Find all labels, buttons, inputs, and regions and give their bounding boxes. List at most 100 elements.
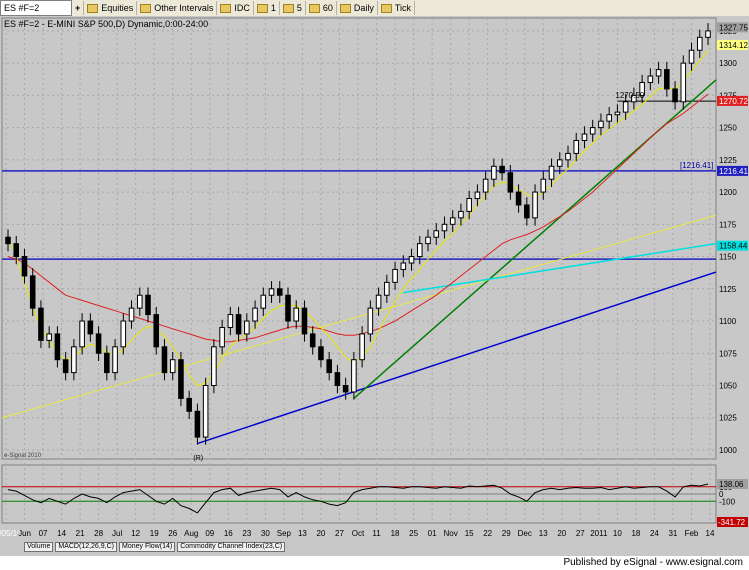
interval-tick[interactable]: Tick bbox=[378, 1, 416, 15]
panel-tabs: Volume MACD(12,26,9,C) Money Flow(14) Co… bbox=[24, 542, 287, 552]
candle-body bbox=[598, 120, 604, 129]
candle-body bbox=[631, 94, 637, 103]
time-tick-label: 11 bbox=[372, 529, 381, 538]
plus-button[interactable]: + bbox=[72, 1, 85, 15]
time-tick-label: 09 bbox=[205, 529, 214, 538]
candle-body bbox=[408, 256, 415, 264]
tab-money-flow[interactable]: Money Flow(14) bbox=[119, 542, 176, 552]
price-tick-label: 1200 bbox=[719, 188, 737, 197]
tab-volume[interactable]: Volume bbox=[24, 542, 54, 552]
candle-body bbox=[375, 294, 382, 309]
equities-menu[interactable]: Equities bbox=[84, 1, 138, 15]
interval-idc[interactable]: IDC bbox=[217, 1, 254, 15]
chart-title: ES #F=2 - E-MINI S&P 500,D) Dynamic,0:00… bbox=[4, 19, 208, 29]
equities-label: Equities bbox=[101, 3, 134, 13]
candle-body bbox=[532, 191, 538, 219]
yellow-trendline bbox=[1, 214, 717, 419]
other-intervals-menu[interactable]: Other Intervals bbox=[137, 1, 218, 15]
interval-5[interactable]: 5 bbox=[280, 1, 306, 15]
price-chart[interactable]: 1000102510501075110011251150117512001225… bbox=[0, 16, 749, 556]
candle-body bbox=[606, 114, 612, 122]
tab-cci[interactable]: Commodity Channel Index(23,C) bbox=[177, 542, 286, 552]
candle-body bbox=[696, 36, 703, 51]
candle-body bbox=[268, 288, 275, 296]
price-tick-label: 1175 bbox=[719, 220, 737, 229]
candle-body bbox=[639, 81, 645, 96]
candle-body bbox=[499, 165, 505, 174]
time-tick-label: 12 bbox=[131, 529, 140, 538]
time-tick-label: 14 bbox=[706, 529, 715, 538]
price-tick-label: 1225 bbox=[719, 156, 737, 165]
candle-body bbox=[351, 359, 357, 393]
candle-body bbox=[260, 294, 267, 309]
time-tick-label: 27 bbox=[576, 529, 585, 538]
cci-tick-label: -100 bbox=[719, 497, 736, 506]
price-flag bbox=[717, 22, 748, 33]
cci-min-flag bbox=[717, 517, 748, 527]
candle-body bbox=[326, 359, 332, 374]
folder-icon bbox=[308, 3, 320, 13]
folder-icon bbox=[220, 3, 232, 13]
candle-body bbox=[29, 275, 36, 309]
candle-body bbox=[416, 243, 423, 258]
price-panel bbox=[1, 17, 717, 460]
price-flag bbox=[717, 95, 748, 106]
price-flag bbox=[717, 39, 748, 50]
time-tick-label: 13 bbox=[539, 529, 548, 538]
candle-body bbox=[359, 333, 365, 361]
price-tick-label: 1150 bbox=[719, 253, 737, 262]
candle-body bbox=[515, 191, 522, 206]
candle-body bbox=[466, 198, 472, 212]
chart-area[interactable]: 1000 1025 1050 1075 1100 1125 1150 1175 1200 1225… bbox=[0, 16, 749, 556]
candle-body bbox=[79, 320, 85, 348]
price-tick-label: 1300 bbox=[719, 59, 737, 68]
tab-macd[interactable]: MACD(12,26,9,C) bbox=[55, 542, 117, 552]
candle-body bbox=[54, 333, 61, 361]
candle-body bbox=[334, 372, 341, 386]
interval-60[interactable]: 60 bbox=[306, 1, 337, 15]
price-flag-label: 1270.72 bbox=[719, 97, 748, 106]
candle-body bbox=[384, 281, 390, 296]
interval-daily[interactable]: Daily bbox=[337, 1, 378, 15]
folder-icon bbox=[256, 3, 268, 13]
candle-body bbox=[449, 217, 456, 225]
candle-body bbox=[474, 191, 481, 200]
time-tick-label: 05/05/10 bbox=[0, 529, 22, 538]
candle-body bbox=[38, 307, 44, 341]
time-tick-label: 14 bbox=[57, 529, 66, 538]
folder-icon bbox=[87, 3, 99, 13]
price-tick-label: 1050 bbox=[719, 382, 737, 391]
time-tick-label: Dec bbox=[518, 529, 532, 538]
candle-body bbox=[540, 178, 547, 193]
candle-body bbox=[309, 333, 316, 348]
candle-body bbox=[392, 268, 398, 283]
candle-body bbox=[194, 410, 201, 438]
time-tick-label: Aug bbox=[184, 529, 198, 538]
price-flag-label: 1314.12 bbox=[719, 41, 748, 50]
price-tick-label: 1100 bbox=[719, 317, 737, 326]
candle-body bbox=[62, 359, 69, 374]
candle-body bbox=[664, 69, 670, 90]
candle-body bbox=[507, 172, 514, 193]
time-tick-label: 29 bbox=[502, 529, 511, 538]
candle-body bbox=[680, 62, 687, 103]
symbol-box[interactable]: ES #F=2 bbox=[0, 0, 72, 16]
interval-1[interactable]: 1 bbox=[254, 1, 280, 15]
cyan-trendline bbox=[403, 242, 717, 294]
cci-line bbox=[7, 483, 709, 514]
candle-body bbox=[441, 223, 448, 232]
candle-body bbox=[71, 346, 77, 374]
cci-min-label: -341.72 bbox=[718, 518, 746, 527]
candle-body bbox=[458, 210, 464, 219]
candle-body bbox=[95, 333, 102, 354]
candle-body bbox=[178, 359, 184, 399]
candle-body bbox=[21, 256, 28, 277]
time-tick-label: 18 bbox=[631, 529, 640, 538]
blue-trendline bbox=[197, 271, 717, 445]
time-tick-label: 19 bbox=[150, 529, 159, 538]
candle-body bbox=[573, 140, 580, 154]
candle-body bbox=[46, 333, 52, 341]
candle-body bbox=[145, 294, 151, 316]
candle-body bbox=[482, 178, 489, 193]
candle-body bbox=[614, 111, 621, 116]
